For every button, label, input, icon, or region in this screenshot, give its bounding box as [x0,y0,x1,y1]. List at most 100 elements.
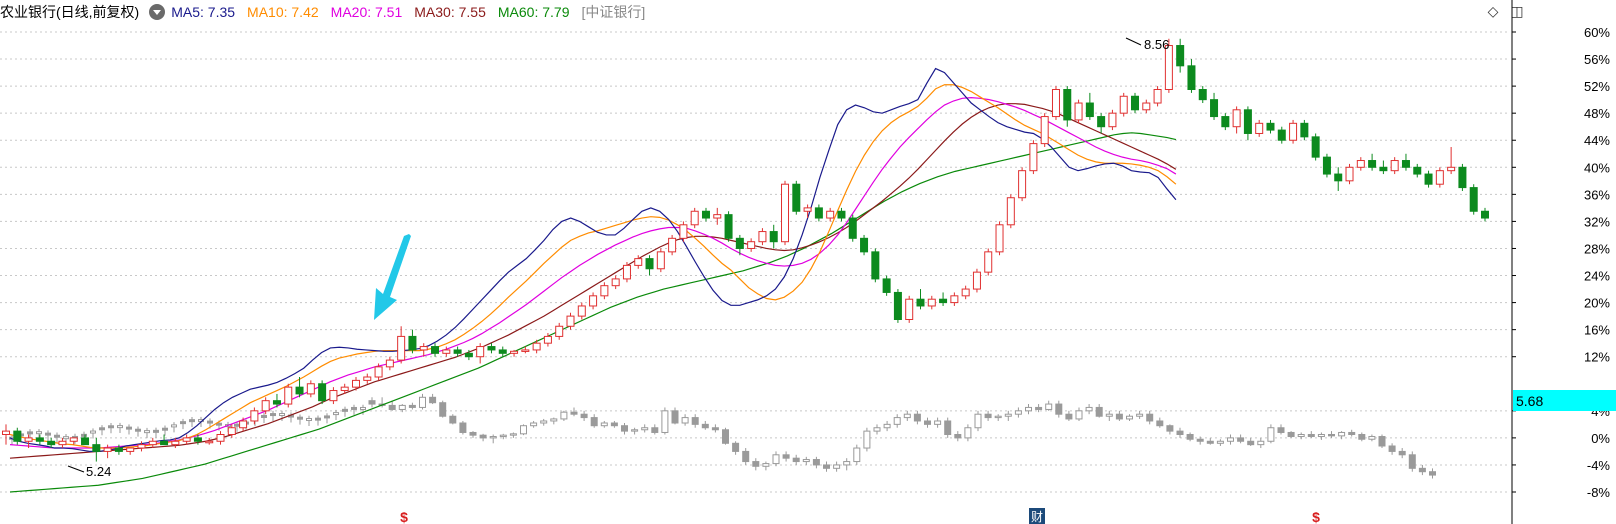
candle [961,288,970,297]
panel-toggle-icon[interactable]: ◫ [1510,2,1524,19]
candle [1481,210,1489,219]
index-candle [234,423,240,427]
index-candle [1429,471,1436,476]
index-candle [924,420,931,425]
high-pointer [1125,37,1142,46]
index-candle [661,410,669,433]
candle [1345,166,1354,182]
y-tick-label: 20% [1584,296,1610,311]
index-candle [762,463,770,467]
current-value-box [1513,390,1616,411]
index-candle [1348,431,1356,435]
candle [193,437,202,442]
candle [837,210,846,219]
index-candle [954,434,962,439]
candle [261,400,270,412]
candle [611,278,620,287]
candle [1051,89,1060,118]
candle [272,400,281,405]
candle [645,258,654,270]
index-candle [863,430,871,449]
index-candle [802,459,810,463]
index-candle [439,402,447,417]
index-candle [1418,467,1426,473]
index-candle [509,433,517,436]
candle [1119,95,1128,114]
candle [724,214,733,239]
candle [476,346,485,358]
index-candle [641,427,649,431]
candle [487,346,496,351]
index-candle [1176,430,1184,435]
ma20-line [9,97,1177,449]
index-candle [171,424,177,428]
candle [701,210,710,219]
index-candle [651,427,659,433]
index-candle [1095,406,1103,417]
index-candle [570,411,578,415]
low-annotation: 5.24 [86,464,111,479]
candle [205,440,214,444]
candle [58,440,67,446]
candle [374,366,383,378]
index-candle [1065,413,1073,420]
ma20-label: MA20: 7.51 [330,4,403,20]
ma30-line [9,103,1177,459]
index-candle [499,434,507,438]
ma30-label: MA30: 7.55 [414,4,486,20]
candle [893,291,902,320]
candle [1447,166,1456,172]
y-tick-label: 60% [1584,25,1610,40]
candle [532,342,541,351]
candle [1289,122,1298,141]
index-candle [99,427,105,431]
index-candle [1196,438,1204,442]
index-candle [90,430,96,434]
y-tick-label: 24% [1584,269,1610,284]
y-tick-label: -4% [1587,458,1611,473]
candle [442,349,451,354]
diamond-icon[interactable]: ◇ [1487,2,1499,19]
candle [622,264,631,280]
index-candle [772,454,780,465]
index-candle [1237,437,1245,442]
index-candle [812,459,820,466]
candle [171,440,180,446]
index-candle [1025,406,1032,412]
index-candle [984,413,992,419]
candle [1368,160,1377,168]
ma60-line [9,132,1177,493]
candle [351,379,360,388]
index-candle [1358,434,1366,440]
index-candle [398,404,406,410]
candle [182,437,191,442]
candle [114,447,123,452]
ma5-label: MA5: 7.35 [171,4,236,20]
chevron-down-icon[interactable] [149,4,166,20]
candle [1435,170,1444,185]
candle [397,335,406,361]
index-candle [324,415,330,419]
y-tick-label: 44% [1584,133,1610,148]
index-candle [279,413,285,417]
candle [92,444,101,452]
candle [1266,122,1275,131]
index-candle [270,413,276,417]
index-candle [144,430,150,434]
candle [24,437,33,442]
candle [250,410,259,422]
candle [385,359,394,368]
index-candle [1368,436,1376,440]
candle [1198,89,1207,101]
index-candle [742,450,750,463]
candle [1334,173,1343,182]
candle [126,447,135,452]
candle [295,386,304,395]
index-candle [342,408,348,412]
index-candle [560,411,568,420]
index-candle [1115,413,1123,420]
index-candle [333,412,339,416]
index-candle [873,427,881,432]
candle [1255,122,1264,134]
dividend-marker: $ [1312,509,1320,524]
